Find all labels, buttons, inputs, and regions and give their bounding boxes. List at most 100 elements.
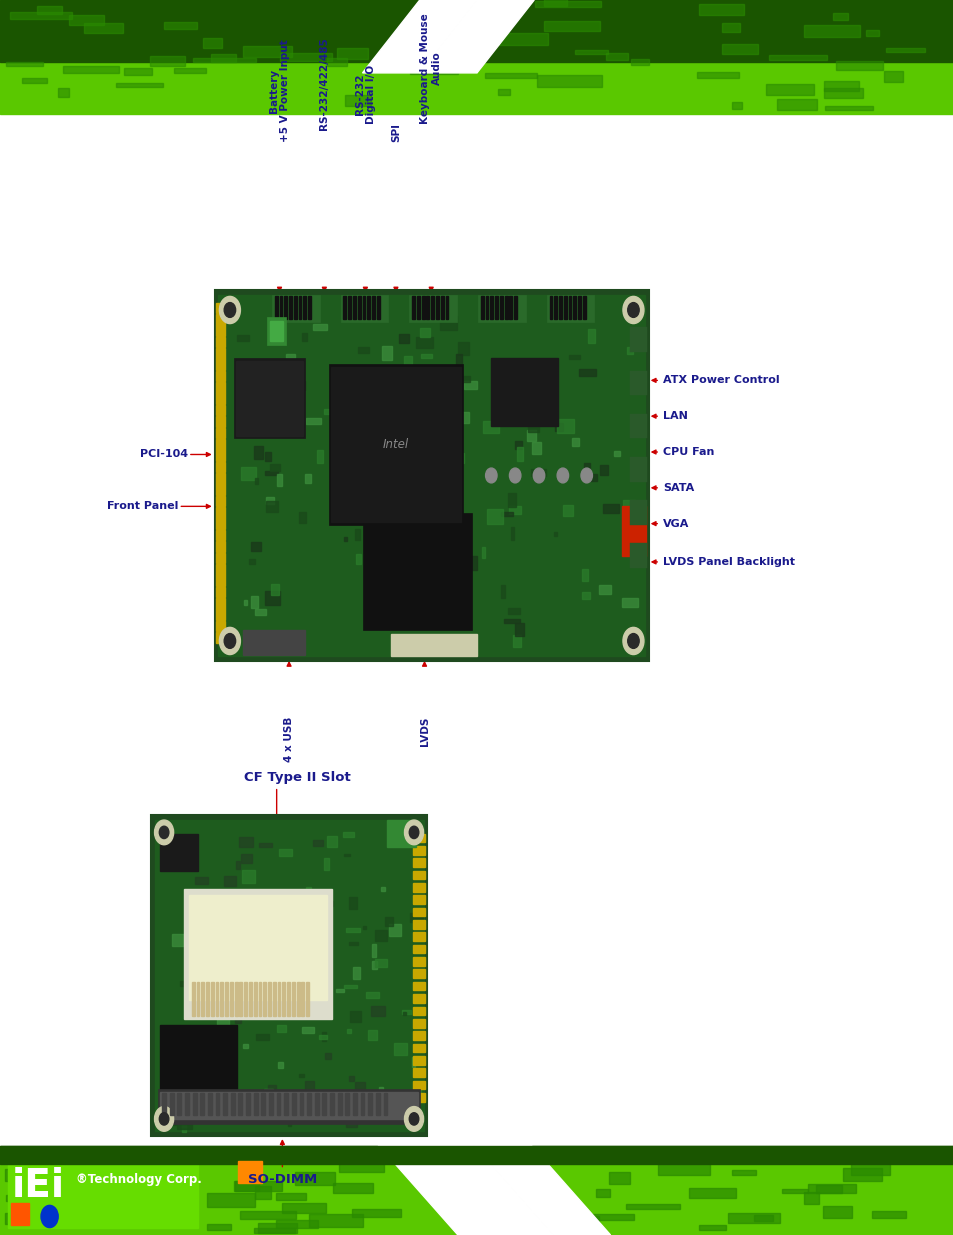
Bar (337, 48, 368, 59)
Bar (335, 496, 350, 504)
Bar (335, 437, 349, 450)
Bar (491, 358, 558, 426)
Bar (215, 587, 225, 598)
Bar (412, 1057, 415, 1067)
Bar (82, 1173, 107, 1179)
Bar (362, 926, 366, 930)
Bar (215, 519, 225, 529)
Bar (180, 982, 190, 987)
Bar (413, 1093, 424, 1102)
Bar (29, 1183, 53, 1193)
Bar (249, 559, 255, 563)
Bar (380, 594, 388, 598)
Bar (313, 324, 327, 330)
Bar (269, 1093, 273, 1115)
Bar (296, 982, 299, 1016)
Bar (500, 511, 513, 516)
Bar (372, 961, 376, 969)
Bar (196, 982, 199, 1016)
Polygon shape (362, 1128, 553, 1235)
Bar (394, 1044, 407, 1055)
Bar (399, 448, 413, 461)
Bar (388, 924, 401, 936)
Bar (177, 1124, 192, 1129)
Bar (189, 895, 327, 1000)
Bar (629, 414, 646, 438)
Bar (236, 335, 249, 341)
Bar (413, 908, 424, 916)
Bar (111, 1188, 122, 1202)
Bar (162, 1093, 166, 1115)
Bar (231, 1093, 234, 1115)
Bar (258, 982, 261, 1016)
Bar (298, 296, 301, 319)
Bar (215, 359, 225, 370)
Bar (266, 501, 278, 511)
Circle shape (622, 296, 643, 324)
Circle shape (219, 296, 240, 324)
Bar (389, 425, 402, 433)
Bar (182, 1121, 186, 1132)
Bar (432, 445, 437, 448)
Bar (331, 367, 460, 522)
Bar (485, 296, 488, 319)
Bar (382, 346, 392, 361)
Bar (215, 473, 225, 484)
Bar (444, 485, 456, 499)
Bar (207, 1193, 254, 1207)
Bar (299, 511, 305, 524)
Bar (172, 934, 184, 946)
Bar (233, 358, 305, 438)
Bar (245, 370, 250, 375)
Bar (295, 380, 305, 389)
Bar (366, 992, 378, 998)
Bar (160, 1025, 236, 1093)
Bar (479, 1205, 494, 1219)
Bar (587, 474, 596, 482)
Bar (509, 296, 512, 319)
Bar (445, 296, 448, 319)
Bar (621, 506, 645, 556)
Bar (514, 296, 517, 319)
Bar (696, 72, 739, 78)
Bar (333, 1183, 373, 1193)
Bar (242, 871, 254, 883)
Bar (409, 914, 423, 921)
Bar (573, 296, 576, 319)
Bar (409, 295, 456, 322)
Bar (281, 1203, 326, 1213)
Bar (276, 1025, 285, 1032)
Bar (699, 1225, 725, 1230)
Bar (305, 419, 320, 424)
Bar (377, 488, 388, 494)
Bar (372, 519, 378, 525)
Bar (403, 1011, 405, 1015)
Bar (413, 883, 424, 892)
Bar (215, 982, 218, 1016)
Bar (282, 982, 285, 1016)
Text: iEi: iEi (11, 1167, 65, 1205)
Bar (557, 419, 573, 433)
Bar (234, 1014, 240, 1023)
Bar (343, 296, 346, 319)
Bar (329, 900, 333, 905)
Bar (215, 370, 225, 382)
Bar (244, 982, 247, 1016)
Bar (424, 394, 433, 400)
Bar (343, 853, 350, 856)
Bar (294, 1172, 335, 1186)
Bar (413, 969, 424, 978)
Bar (416, 337, 433, 348)
Bar (162, 1120, 175, 1125)
Bar (699, 4, 742, 15)
Bar (442, 493, 447, 505)
Bar (768, 56, 825, 61)
Bar (116, 83, 163, 88)
Bar (203, 38, 222, 48)
Polygon shape (457, 1128, 610, 1235)
Bar (306, 950, 316, 957)
Circle shape (409, 826, 418, 839)
Bar (622, 513, 626, 524)
Bar (384, 918, 393, 926)
Bar (380, 887, 384, 892)
